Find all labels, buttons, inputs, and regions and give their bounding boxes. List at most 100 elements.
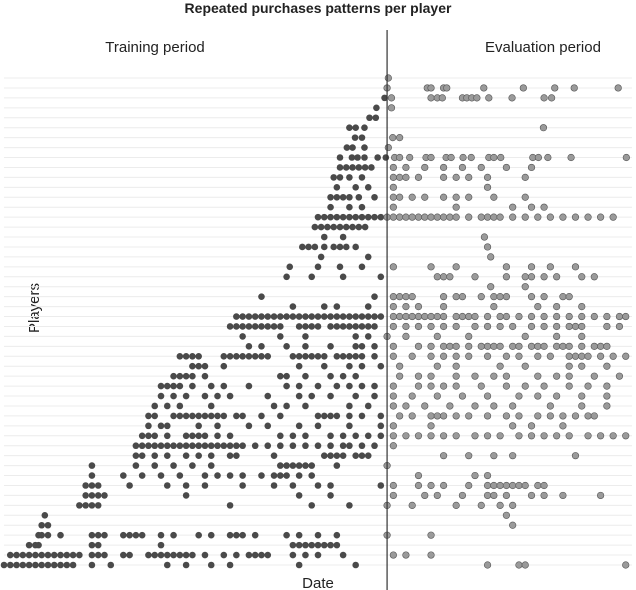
purchase-dot (88, 492, 96, 499)
purchase-dot (509, 452, 517, 460)
purchase-dot (314, 551, 322, 559)
purchase-dot (578, 322, 586, 331)
chart-title: Repeated purchases patterns per player (185, 0, 452, 16)
purchase-dot (314, 541, 322, 549)
purchase-dot (358, 412, 366, 420)
purchase-dot (176, 442, 184, 450)
purchase-dot (483, 213, 492, 221)
purchase-dot (145, 412, 152, 420)
purchase-dot (342, 223, 350, 231)
purchase-dot (107, 561, 115, 569)
purchase-dot (264, 352, 272, 360)
purchase-dot (540, 322, 548, 331)
purchase-dot (88, 561, 96, 569)
purchase-dot (361, 124, 368, 131)
purchase-dot (565, 432, 573, 440)
purchase-dot (377, 432, 385, 440)
purchase-dot (565, 372, 573, 380)
purchase-dot (364, 402, 372, 410)
purchase-dot (553, 342, 561, 350)
purchase-dot (339, 551, 347, 559)
purchase-dot (314, 313, 322, 320)
purchase-dot (189, 372, 196, 380)
purchase-dot (0, 561, 8, 569)
purchase-dot (433, 392, 441, 400)
purchase-dot (270, 323, 278, 330)
purchase-dot (346, 362, 353, 370)
purchase-dot (201, 432, 209, 440)
purchase-dot (389, 422, 397, 430)
purchase-dot (220, 362, 228, 370)
purchase-dot (264, 422, 272, 430)
purchase-dot (50, 551, 58, 559)
purchase-dot (352, 432, 359, 440)
purchase-dot (302, 343, 309, 350)
purchase-dot (509, 521, 517, 529)
purchase-dot (534, 372, 542, 380)
purchase-dot (277, 462, 284, 469)
purchase-dot (302, 551, 309, 559)
purchase-dot (590, 342, 598, 350)
purchase-dot (477, 342, 485, 350)
purchase-dot (157, 382, 165, 390)
purchase-dot (295, 313, 303, 320)
purchase-dot (414, 372, 423, 380)
purchase-dot (408, 293, 416, 301)
purchase-dot (94, 551, 102, 559)
purchase-dot (389, 442, 397, 450)
purchase-dot (465, 173, 473, 181)
purchase-dot (207, 452, 215, 459)
purchase-dot (452, 322, 460, 331)
purchase-dot (277, 372, 284, 380)
purchase-dot (389, 193, 397, 201)
purchase-dot (396, 134, 404, 142)
purchase-dot (396, 213, 404, 221)
purchase-dot (578, 332, 586, 341)
purchase-dot (546, 412, 554, 420)
purchase-dot (477, 213, 485, 221)
purchase-dot (389, 352, 397, 360)
purchase-dot (571, 322, 580, 331)
purchase-dot (251, 323, 259, 330)
purchase-dot (590, 372, 598, 380)
purchase-dot (358, 263, 366, 271)
purchase-dot (189, 462, 196, 469)
purchase-dot (590, 312, 598, 321)
purchase-dot (308, 352, 316, 360)
purchase-dot (433, 412, 441, 420)
purchase-dot (258, 313, 265, 320)
purchase-dot (433, 491, 441, 500)
purchase-dot (402, 312, 410, 321)
purchase-dot (327, 452, 334, 459)
purchase-dot (233, 452, 240, 459)
purchase-dot (521, 481, 529, 490)
purchase-dot (126, 482, 133, 489)
purchase-dot (521, 561, 529, 569)
purchase-dot (358, 213, 366, 221)
purchase-dot (389, 203, 397, 211)
purchase-dot (521, 382, 529, 390)
purchase-dot (496, 481, 504, 490)
purchase-dot (496, 362, 504, 370)
purchase-dot (327, 482, 334, 489)
purchase-dot (402, 173, 410, 181)
purchase-dot (295, 462, 303, 469)
purchase-dot (519, 84, 527, 92)
purchase-dot (302, 352, 309, 360)
purchase-dot (465, 452, 473, 460)
purchase-dot (389, 183, 397, 191)
purchase-dot (138, 531, 146, 539)
purchase-dot (502, 163, 511, 172)
purchase-dot (440, 163, 448, 172)
purchase-dot (358, 452, 366, 459)
purchase-dot (389, 213, 397, 221)
purchase-dot (176, 402, 184, 410)
purchase-dot (421, 312, 429, 321)
purchase-dot (465, 332, 473, 341)
purchase-dot (295, 541, 303, 549)
purchase-dot (480, 233, 489, 241)
purchase-dot (336, 243, 344, 251)
purchase-dot (182, 482, 190, 489)
purchase-dot (314, 442, 322, 450)
